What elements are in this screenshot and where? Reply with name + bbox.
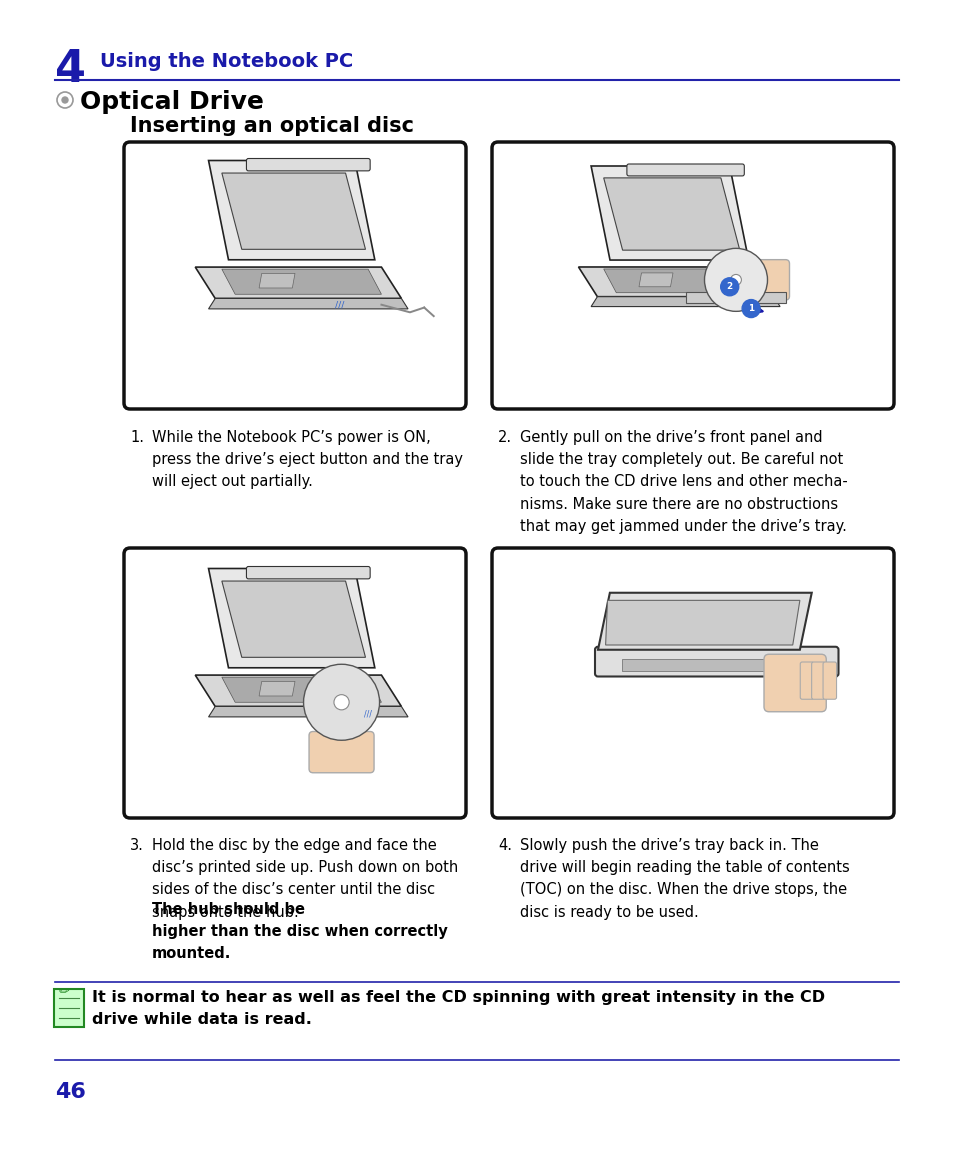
- Text: Slowly push the drive’s tray back in. The
drive will begin reading the table of : Slowly push the drive’s tray back in. Th…: [519, 838, 849, 919]
- Text: While the Notebook PC’s power is ON,
press the drive’s eject button and the tray: While the Notebook PC’s power is ON, pre…: [152, 430, 462, 489]
- FancyBboxPatch shape: [246, 159, 370, 171]
- Text: Using the Notebook PC: Using the Notebook PC: [100, 52, 353, 71]
- FancyBboxPatch shape: [54, 989, 84, 1027]
- Text: 2: 2: [726, 283, 732, 292]
- Circle shape: [334, 695, 349, 710]
- Polygon shape: [195, 676, 401, 707]
- Polygon shape: [259, 273, 294, 288]
- Polygon shape: [195, 267, 401, 299]
- FancyBboxPatch shape: [124, 142, 465, 409]
- Text: 4.: 4.: [497, 838, 512, 853]
- FancyBboxPatch shape: [763, 654, 825, 711]
- FancyBboxPatch shape: [626, 164, 743, 176]
- Text: Optical Drive: Optical Drive: [80, 90, 264, 114]
- Bar: [621, 658, 787, 671]
- Polygon shape: [639, 273, 672, 287]
- Text: It is normal to hear as well as feel the CD spinning with great intensity in the: It is normal to hear as well as feel the…: [91, 990, 824, 1027]
- FancyBboxPatch shape: [811, 662, 824, 700]
- Polygon shape: [603, 178, 739, 250]
- FancyBboxPatch shape: [246, 566, 370, 579]
- Text: Gently pull on the drive’s front panel and
slide the tray completely out. Be car: Gently pull on the drive’s front panel a…: [519, 430, 847, 534]
- Circle shape: [57, 92, 73, 108]
- Circle shape: [703, 248, 767, 311]
- Polygon shape: [209, 707, 408, 717]
- Polygon shape: [259, 681, 294, 696]
- FancyBboxPatch shape: [492, 142, 893, 409]
- Text: Hold the disc by the edge and face the
disc’s printed side up. Push down on both: Hold the disc by the edge and face the d…: [152, 838, 457, 919]
- Text: ///: ///: [335, 300, 344, 309]
- Polygon shape: [578, 267, 773, 296]
- Polygon shape: [222, 581, 365, 657]
- FancyBboxPatch shape: [492, 548, 893, 818]
- Text: 2.: 2.: [497, 430, 512, 445]
- Circle shape: [720, 278, 738, 295]
- Polygon shape: [598, 593, 811, 649]
- Circle shape: [741, 300, 760, 317]
- Bar: [685, 292, 785, 302]
- Text: 1: 1: [747, 304, 754, 313]
- Polygon shape: [591, 165, 748, 260]
- Text: 46: 46: [55, 1082, 86, 1102]
- Polygon shape: [222, 173, 365, 249]
- Polygon shape: [209, 161, 375, 260]
- Circle shape: [730, 275, 740, 285]
- FancyBboxPatch shape: [309, 732, 374, 773]
- Polygon shape: [209, 569, 375, 668]
- Text: 3.: 3.: [130, 838, 144, 853]
- FancyBboxPatch shape: [595, 647, 838, 677]
- Polygon shape: [222, 677, 381, 702]
- Text: 1.: 1.: [130, 430, 144, 445]
- FancyBboxPatch shape: [800, 662, 813, 700]
- Text: Inserting an optical disc: Inserting an optical disc: [130, 116, 414, 136]
- Circle shape: [62, 97, 68, 103]
- Text: ✏: ✏: [59, 985, 70, 998]
- Polygon shape: [209, 299, 408, 309]
- Polygon shape: [591, 296, 780, 307]
- Text: ///: ///: [364, 709, 372, 718]
- Polygon shape: [605, 600, 799, 645]
- Text: The hub should be
higher than the disc when correctly
mounted.: The hub should be higher than the disc w…: [152, 902, 447, 962]
- Polygon shape: [222, 269, 381, 294]
- Circle shape: [303, 664, 379, 740]
- FancyBboxPatch shape: [749, 260, 789, 300]
- FancyBboxPatch shape: [124, 548, 465, 818]
- Polygon shape: [603, 269, 754, 293]
- FancyBboxPatch shape: [822, 662, 836, 700]
- Text: 4: 4: [55, 48, 86, 91]
